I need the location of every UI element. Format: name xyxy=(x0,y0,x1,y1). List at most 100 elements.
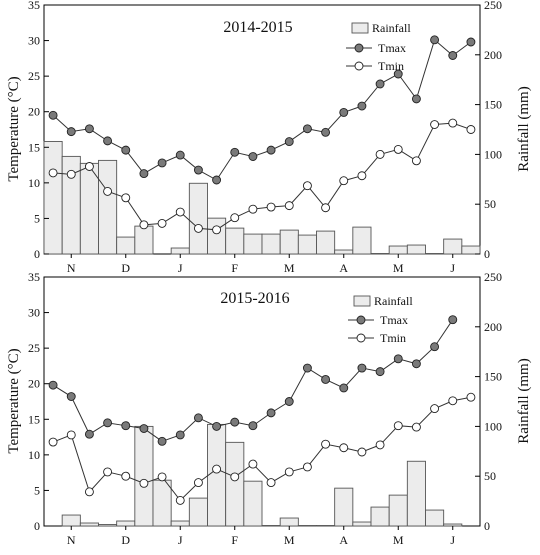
tmax-point xyxy=(121,421,131,431)
x-tick-label: M xyxy=(284,533,295,547)
x-tick-label: J xyxy=(450,261,455,275)
tmin-point xyxy=(339,443,349,453)
left-tick-label: 5 xyxy=(34,483,40,497)
tmin-point xyxy=(466,125,476,134)
tmax-point xyxy=(284,137,294,147)
tmin-point xyxy=(212,225,222,235)
right-tick-label: 100 xyxy=(484,147,502,161)
right-tick-label: 50 xyxy=(484,469,496,483)
tmax-point xyxy=(48,380,58,390)
rainfall-bar xyxy=(261,233,281,255)
legend: Rainfall Tmax Tmin xyxy=(346,21,411,73)
rainfall-bar xyxy=(316,230,336,255)
tmin-point xyxy=(357,171,367,181)
tmin-point xyxy=(193,223,203,233)
rainfall-bar xyxy=(188,497,208,527)
tmin-point xyxy=(339,176,349,186)
x-tick-label: M xyxy=(393,533,404,547)
x-tick-label: A xyxy=(339,261,348,275)
left-tick-label: 15 xyxy=(28,140,40,154)
right-tick-label: 0 xyxy=(484,519,490,533)
tmin-point xyxy=(103,467,113,477)
tmin-point xyxy=(248,204,258,214)
tmax-point xyxy=(193,413,203,423)
x-tick-label: F xyxy=(231,533,238,547)
x-tick-label: D xyxy=(121,261,130,275)
tmin-point xyxy=(212,464,222,474)
legend-tmin-marker xyxy=(356,333,366,343)
tmin-point xyxy=(175,207,185,217)
tmin-point xyxy=(448,118,458,128)
tmin-point xyxy=(466,392,476,402)
x-tick-label: J xyxy=(450,533,455,547)
legend-tmin-label: Tmin xyxy=(378,59,404,73)
tmin-point xyxy=(157,472,167,482)
rainfall-bar xyxy=(43,140,63,255)
temperature-lines xyxy=(48,35,476,235)
rainfall-bar xyxy=(425,253,445,255)
rainfall-bar xyxy=(425,509,445,527)
rainfall-bar xyxy=(443,238,463,255)
legend-rainfall-label: Rainfall xyxy=(374,294,413,308)
left-tick-label: 10 xyxy=(28,176,40,190)
rainfall-bars xyxy=(61,423,463,527)
legend-tmin-label: Tmin xyxy=(380,331,406,345)
tmin-point xyxy=(375,149,385,159)
rainfall-bar xyxy=(79,162,99,255)
tmin-point xyxy=(393,421,403,431)
rainfall-bar xyxy=(352,521,372,527)
tmin-point xyxy=(430,404,440,414)
tmax-point xyxy=(248,152,258,161)
tmin-point xyxy=(321,439,331,449)
tmin-point xyxy=(139,220,149,230)
rainfall-bar xyxy=(279,517,299,527)
x-tick-label: N xyxy=(67,261,76,275)
rainfall-bar xyxy=(116,520,136,527)
rainfall-bar xyxy=(98,159,118,255)
rainfall-bar xyxy=(207,217,227,255)
tmax-point xyxy=(321,127,331,137)
rainfall-bar xyxy=(170,520,190,527)
legend-tmax-label: Tmax xyxy=(380,313,408,327)
tmax-point xyxy=(339,107,349,117)
tmax-point xyxy=(157,436,167,446)
tmax-point xyxy=(430,342,440,352)
tmin-point xyxy=(121,193,131,203)
tmax-point xyxy=(393,69,403,79)
rainfall-bar xyxy=(134,225,154,255)
rainfall-bar xyxy=(207,423,227,527)
rainfall-bar xyxy=(79,522,99,527)
chart-title: 2015-2016 xyxy=(220,290,289,307)
rainfall-bar xyxy=(243,480,263,527)
x-tick-label: J xyxy=(178,533,183,547)
tmax-point xyxy=(103,418,113,428)
tmin-point xyxy=(266,202,276,212)
right-tick-label: 50 xyxy=(484,197,496,211)
tmax-point xyxy=(193,165,203,175)
rainfall-bar xyxy=(370,253,390,255)
tmin-point xyxy=(284,201,294,211)
rainfall-bar xyxy=(188,182,208,255)
tmin-point xyxy=(230,213,240,223)
tmin-point xyxy=(321,203,331,213)
tmax-point xyxy=(175,150,185,160)
rainfall-bar xyxy=(461,245,481,255)
rainfall-bar xyxy=(170,247,190,255)
chart-title: 2014-2015 xyxy=(223,19,292,36)
rainfall-bar xyxy=(297,525,317,527)
tmin-point xyxy=(357,447,367,457)
legend-tmin-marker xyxy=(354,61,364,71)
x-tick-label: M xyxy=(393,261,404,275)
tmax-point xyxy=(121,145,131,155)
tmax-point xyxy=(230,147,240,157)
rainfall-bar xyxy=(406,460,426,527)
tmin-point xyxy=(193,478,203,488)
right-tick-label: 150 xyxy=(484,370,502,384)
right-tick-label: 250 xyxy=(484,270,502,284)
tmax-point xyxy=(248,421,258,431)
left-tick-label: 10 xyxy=(28,448,40,462)
